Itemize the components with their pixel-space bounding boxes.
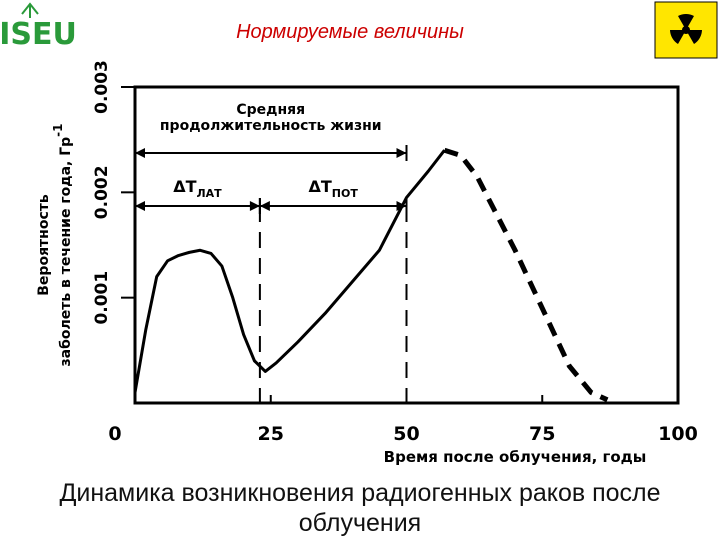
- annotation-sub: ПОТ: [332, 187, 359, 200]
- x-tick-label: 50: [393, 423, 419, 445]
- curve: [443, 147, 609, 403]
- annotation: Средняя: [236, 102, 305, 118]
- x-axis-label: Время после облучения, годы: [384, 448, 647, 466]
- x-tick-label: 100: [658, 423, 698, 445]
- annotation-sub: ЛАТ: [197, 187, 223, 200]
- radiation-icon: [654, 1, 718, 59]
- curve: [133, 149, 446, 393]
- x-tick-label: 75: [529, 423, 555, 445]
- y-axis-label-line: заболеть в течение года, Гр: [58, 137, 74, 367]
- y-axis-label-sup: -1: [51, 123, 65, 136]
- logo: ISEU: [0, 17, 77, 52]
- annotation: ΔTПОТ: [309, 177, 359, 200]
- caption: Динамика возникновения радиогенных раков…: [59, 479, 661, 537]
- y-axis-label-line: Вероятность: [36, 194, 52, 296]
- annotation-main: ΔT: [173, 177, 196, 196]
- annotation: продолжительность жизни: [160, 118, 382, 134]
- annotation-main: ΔT: [309, 177, 332, 196]
- y-tick-label: 0.003: [92, 60, 112, 114]
- slide-title: Нормируемые величины: [236, 21, 464, 43]
- x-tick-label: 0: [108, 423, 121, 445]
- annotation: ΔTЛАТ: [173, 177, 222, 200]
- y-tick-label: 0.001: [92, 271, 112, 325]
- x-tick-label: 25: [258, 423, 284, 445]
- y-axis-label: Вероятность заболеть в течение года, Гр-1: [36, 123, 74, 366]
- y-tick-label: 0.002: [92, 165, 112, 219]
- logo-sprout: [21, 2, 39, 18]
